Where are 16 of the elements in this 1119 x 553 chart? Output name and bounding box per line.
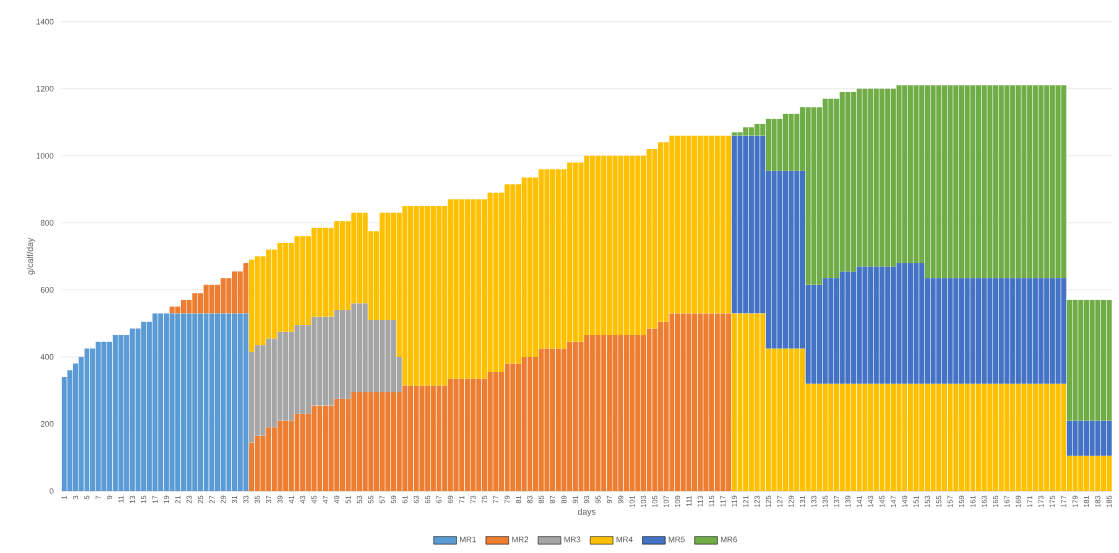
y-axis-title: g/calf/day [26,237,35,275]
y-tick-label: 1400 [36,18,54,25]
legend-label: MR6 [720,536,737,543]
y-tick-label: 400 [40,354,54,360]
x-axis-title: days [577,508,596,517]
legend-label: MR1 [460,536,476,543]
y-tick-label: 1000 [36,152,54,159]
legend-label: MR3 [564,536,581,543]
y-tick-label: 200 [40,421,54,427]
y-tick-label: 0 [49,488,54,494]
legend-label: MR5 [668,536,685,543]
y-tick-label: 600 [40,287,54,293]
legend-label: MR2 [512,536,529,543]
y-tick-label: 1200 [36,85,54,92]
legend-label: MR4 [616,536,633,543]
y-tick-label: 800 [40,219,54,226]
